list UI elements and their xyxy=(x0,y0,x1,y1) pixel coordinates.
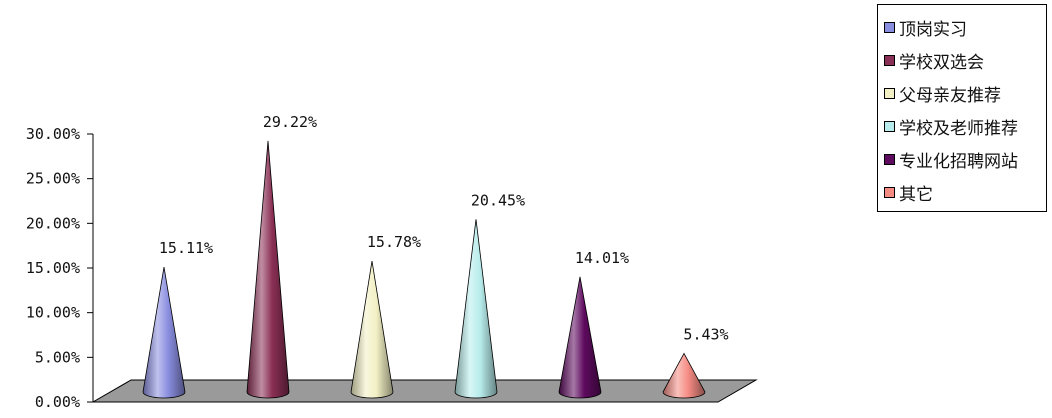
legend-label: 专业化招聘网站 xyxy=(899,152,1018,172)
cone-chart: 0.00% 5.00% 10.00% 15.00% 20.00% 25.00% 30.00%… xyxy=(26,113,758,411)
legend-item: 顶岗实习 xyxy=(884,11,1046,44)
legend-swatch xyxy=(884,121,895,132)
legend-label: 父母亲友推荐 xyxy=(899,86,1001,106)
chart-floor xyxy=(91,379,758,403)
data-label-4: 20.45% xyxy=(471,191,525,209)
legend-item: 其它 xyxy=(884,176,1046,209)
legend-item: 父母亲友推荐 xyxy=(884,77,1046,110)
legend-item: 专业化招聘网站 xyxy=(884,143,1046,176)
data-labels: 15.11% 29.22% 15.78% 20.45% 14.01% 5.43% xyxy=(159,113,729,344)
y-tick-label: 10.00% xyxy=(26,304,80,322)
legend-swatch xyxy=(884,187,895,198)
legend-label: 学校及老师推荐 xyxy=(899,119,1018,139)
cone-2 xyxy=(246,140,290,399)
data-label-3: 15.78% xyxy=(367,233,421,251)
legend-swatch xyxy=(884,22,895,33)
legend-label: 顶岗实习 xyxy=(899,20,967,40)
y-tick-label: 30.00% xyxy=(26,125,80,143)
cone-3 xyxy=(350,260,394,399)
legend-swatch xyxy=(884,154,895,165)
chart-legend: 顶岗实习学校双选会父母亲友推荐 学校及老师推荐 专业化招聘网站 其它 xyxy=(877,4,1047,212)
cone-4 xyxy=(454,219,498,399)
legend-swatch xyxy=(884,55,895,66)
legend-item: 学校双选会 xyxy=(884,44,1046,77)
data-label-2: 29.22% xyxy=(263,113,317,131)
cone-6 xyxy=(662,352,706,399)
data-label-5: 14.01% xyxy=(575,249,629,267)
data-label-1: 15.11% xyxy=(159,239,213,257)
legend-label: 学校双选会 xyxy=(899,53,984,73)
legend-item: 学校及老师推荐 xyxy=(884,110,1046,143)
y-tick-label: 25.00% xyxy=(26,170,80,188)
y-tick-label: 5.00% xyxy=(35,348,80,366)
data-label-6: 5.43% xyxy=(683,325,728,343)
y-tick-label: 15.00% xyxy=(26,259,80,277)
legend-swatch xyxy=(884,88,895,99)
cone-series xyxy=(142,140,706,399)
cone-1 xyxy=(142,266,186,399)
cone-5 xyxy=(558,276,602,399)
y-tick-label: 20.00% xyxy=(26,214,80,232)
y-axis-ticks: 0.00% 5.00% 10.00% 15.00% 20.00% 25.00% 30.00% xyxy=(26,125,93,411)
legend-label: 其它 xyxy=(899,185,933,205)
y-tick-label: 0.00% xyxy=(35,393,80,411)
